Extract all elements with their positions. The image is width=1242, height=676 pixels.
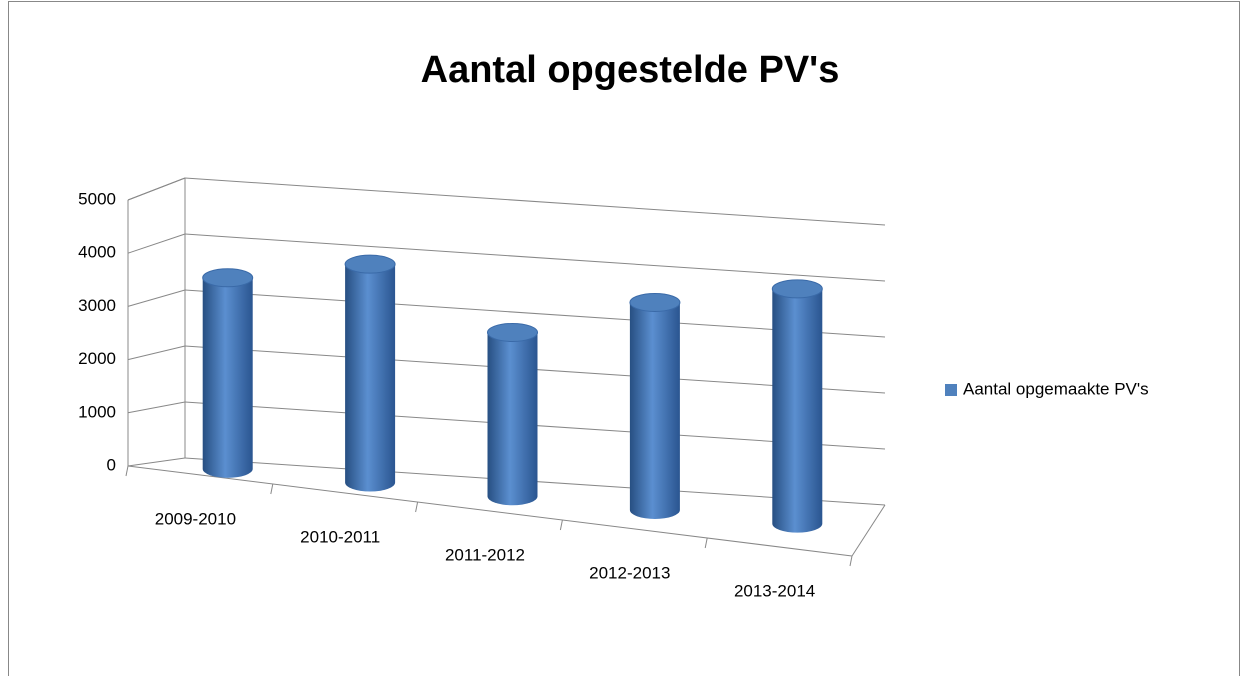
x-tick <box>559 519 563 531</box>
grid-line <box>127 289 186 307</box>
x-tick-label: 2012-2013 <box>589 563 670 582</box>
x-tick <box>415 501 419 513</box>
bar-top <box>629 292 681 312</box>
legend-label: Aantal opgemaakte PV's <box>963 379 1149 398</box>
grid-line <box>127 345 186 361</box>
grid-line <box>127 401 186 414</box>
grid-line <box>127 457 186 467</box>
grid-line <box>127 233 186 254</box>
grid-line <box>184 289 886 338</box>
y-tick-label: 0 <box>107 455 116 474</box>
bar-body <box>487 332 538 506</box>
legend-swatch <box>945 384 957 396</box>
x-tick-label: 2010-2011 <box>300 527 380 546</box>
wall-edge <box>127 177 186 201</box>
x-tick-label: 2013-2014 <box>734 581 815 600</box>
y-tick-label: 1000 <box>78 402 116 421</box>
bar <box>487 322 538 506</box>
x-tick <box>125 465 129 477</box>
grid-line <box>184 177 886 226</box>
bar <box>771 279 823 533</box>
x-tick <box>849 555 853 567</box>
bar-top <box>202 268 254 288</box>
bar-top <box>771 279 823 299</box>
bar-top <box>344 254 396 274</box>
chart-title: Aantal opgestelde PV's <box>421 49 840 91</box>
y-tick-label: 3000 <box>78 296 116 315</box>
bar-top <box>487 322 538 342</box>
bar-body <box>202 277 253 478</box>
bar <box>202 268 254 478</box>
y-tick-label: 2000 <box>78 349 116 368</box>
y-tick-label: 4000 <box>78 243 116 262</box>
x-tick <box>270 483 274 495</box>
grid-line <box>184 233 886 282</box>
bar-body <box>629 302 680 519</box>
x-tick-label: 2009-2010 <box>155 509 236 528</box>
x-axis <box>127 465 853 557</box>
floor-edge <box>851 504 886 557</box>
x-tick-label: 2011-2012 <box>445 545 525 564</box>
y-tick-label: 5000 <box>78 189 116 208</box>
bar-body <box>345 264 396 492</box>
bar-body <box>772 288 823 533</box>
x-tick <box>704 537 708 549</box>
bar <box>629 292 681 519</box>
bar <box>344 254 396 492</box>
